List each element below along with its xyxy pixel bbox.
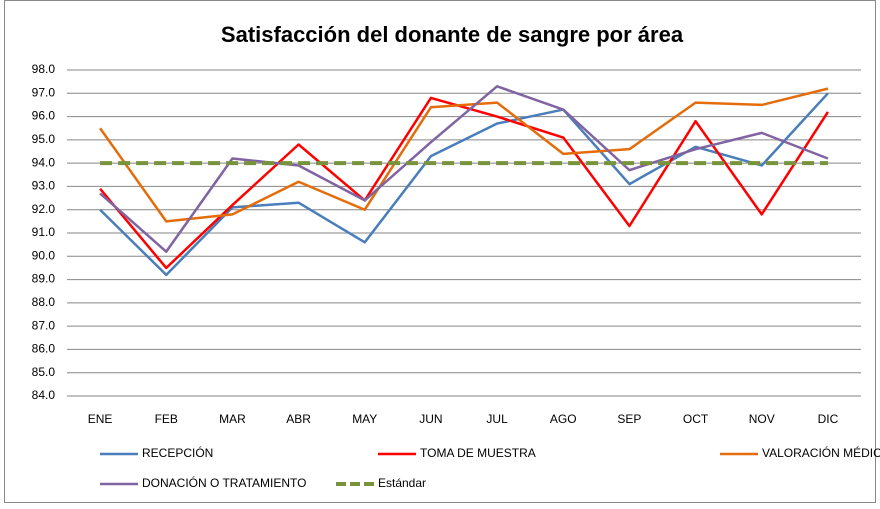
x-tick-label: MAR (219, 412, 246, 426)
legend-label: TOMA DE MUESTRA (420, 446, 536, 460)
y-tick-label: 96.0 (32, 109, 56, 123)
y-tick-label: 94.0 (32, 155, 56, 169)
chart-title: Satisfacción del donante de sangre por á… (221, 22, 684, 47)
legend-label: DONACIÓN O TRATAMIENTO (142, 475, 306, 490)
x-tick-label: AGO (550, 412, 577, 426)
y-tick-label: 91.0 (32, 225, 56, 239)
series-line (99, 92, 829, 277)
x-tick-label: SEP (617, 412, 641, 426)
x-tick-label: ABR (286, 412, 311, 426)
y-tick-label: 85.0 (32, 365, 56, 379)
y-tick-label: 87.0 (32, 318, 56, 332)
y-tick-label: 97.0 (32, 85, 56, 99)
x-tick-label: JUL (486, 412, 508, 426)
chart-frame (4, 0, 876, 503)
legend-label: VALORACIÓN MÉDICA (762, 445, 880, 460)
x-tick-label: ENE (88, 412, 113, 426)
y-tick-label: 88.0 (32, 295, 56, 309)
legend-label: Estándar (378, 476, 426, 490)
y-tick-label: 90.0 (32, 248, 56, 262)
x-tick-label: FEB (155, 412, 178, 426)
legend-label: RECEPCIÓN (142, 445, 213, 460)
x-tick-label: DIC (818, 412, 839, 426)
y-tick-label: 95.0 (32, 132, 56, 146)
x-tick-label: NOV (749, 412, 775, 426)
y-tick-label: 98.0 (32, 62, 56, 76)
y-tick-label: 86.0 (32, 342, 56, 356)
y-tick-label: 93.0 (32, 179, 56, 193)
series-line (99, 87, 829, 223)
y-tick-label: 92.0 (32, 202, 56, 216)
y-tick-label: 89.0 (32, 272, 56, 286)
series-line (99, 85, 829, 253)
x-tick-label: OCT (683, 412, 709, 426)
x-tick-label: MAY (352, 412, 377, 426)
y-tick-label: 84.0 (32, 388, 56, 402)
x-tick-label: JUN (419, 412, 442, 426)
